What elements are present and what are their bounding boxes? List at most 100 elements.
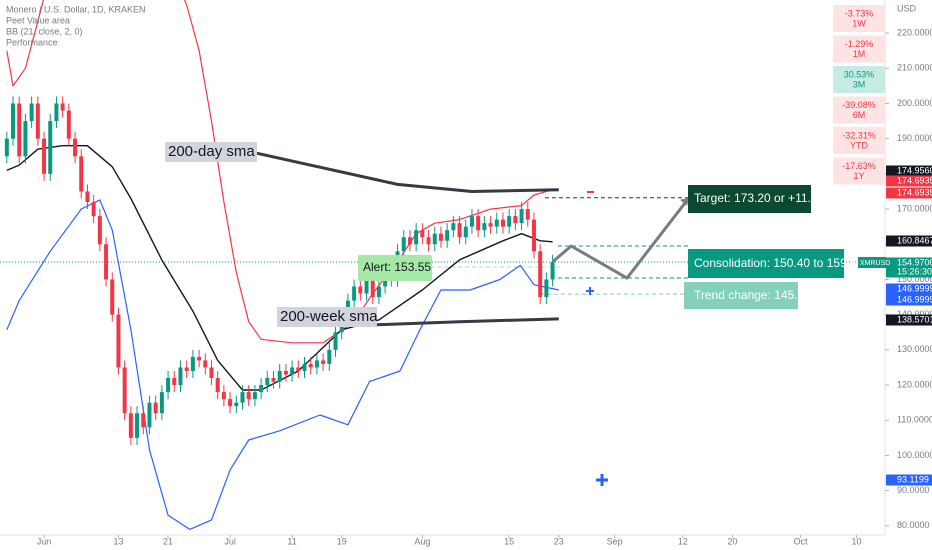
candle-body: [476, 216, 481, 231]
candle-body: [457, 223, 462, 238]
candle-body: [519, 209, 524, 224]
candle-body: [463, 226, 468, 238]
trend-box: [684, 282, 798, 309]
projection: [551, 196, 691, 280]
candle-body: [488, 223, 493, 227]
x-tick-label: Oct: [794, 536, 809, 546]
price-badge-label: 93.1199: [897, 474, 929, 484]
sma-200-day: [254, 151, 559, 193]
price-badge: [886, 187, 932, 199]
y-tick-label: 90.0000: [897, 485, 930, 495]
y-tick-label: 150.0000: [897, 274, 932, 284]
x-tick-label: 15: [504, 536, 514, 546]
countdown: 15:26:30: [897, 266, 932, 276]
candle-body: [197, 356, 202, 361]
candle-body: [352, 286, 357, 301]
candle-body: [445, 230, 450, 241]
candle-body: [494, 219, 499, 227]
price-badge: [886, 294, 932, 306]
candle-body: [85, 191, 90, 203]
price-badge-label: 174.6935: [897, 175, 932, 185]
performance-period: 1M: [853, 49, 866, 59]
candle-body: [240, 392, 245, 403]
price-badge: [886, 175, 932, 187]
candle-body: [54, 103, 59, 122]
candle-body: [550, 261, 555, 280]
y-tick-label: 140.0000: [897, 309, 932, 319]
candle-body: [48, 121, 53, 174]
candle-body: [23, 121, 28, 157]
candle-body: [364, 279, 369, 294]
candle-body: [482, 223, 487, 231]
price-badge: [886, 235, 932, 247]
candle-body: [500, 219, 505, 227]
performance-cell: [833, 157, 885, 185]
candle-body: [290, 367, 295, 375]
candle-body: [420, 230, 425, 238]
candle-body: [302, 363, 307, 371]
candle-body: [531, 219, 536, 252]
candle-body: [234, 402, 239, 407]
candle-body: [172, 378, 177, 386]
candle-body: [246, 392, 251, 400]
arrow-head: [680, 197, 690, 206]
y-tick-label: 170.0000: [897, 203, 932, 213]
candle-body: [104, 244, 109, 280]
performance-cell: [833, 66, 885, 93]
candle-body: [426, 237, 431, 245]
performance-period: 3M: [853, 79, 866, 89]
label-bg: [165, 142, 257, 162]
x-tick-label: Jun: [37, 536, 52, 546]
y-tick-label: 210.0000: [897, 63, 932, 73]
x-tick-label: Aug: [414, 536, 430, 546]
header: Peet Value area: [6, 15, 70, 25]
candle-body: [513, 216, 518, 224]
candle-body: [283, 370, 288, 375]
candle-body: [228, 399, 233, 407]
candle-body: [122, 367, 127, 414]
candle-body: [178, 367, 183, 386]
x-tick-label: Sep: [607, 536, 623, 546]
candle-body: [544, 279, 549, 298]
trend-label: Trend change: 145.85: [694, 288, 811, 302]
candle-body: [190, 356, 195, 371]
candle-body: [203, 360, 208, 368]
symbol-tag: [858, 257, 886, 268]
candle-body: [29, 103, 34, 122]
target-label: Target: 173.20 or +11.8%: [694, 191, 829, 205]
performance-value: -32.31%: [842, 130, 876, 140]
candle-body: [153, 402, 158, 414]
candle-body: [252, 392, 257, 400]
price-badge: [886, 257, 932, 278]
y-tick-label: 120.0000: [897, 379, 932, 389]
candle-body: [265, 378, 270, 386]
y-tick-label: 80.0000: [897, 520, 930, 530]
y-tick-label: 220.0000: [897, 27, 932, 37]
candle-body: [308, 363, 313, 368]
consolidation-label: Consolidation: 150.40 to 159.50: [694, 256, 864, 270]
candle-body: [321, 360, 326, 364]
annotations: 200-day sma 200-week sma Alert: 153.55 T…: [165, 142, 890, 486]
candle-body: [215, 378, 220, 393]
header: BB (21, close, 2, 0): [6, 26, 83, 36]
performance-cell: [833, 127, 885, 154]
performance-value: -39.08%: [842, 100, 876, 110]
performance-value: 30.53%: [844, 69, 875, 79]
price-badge-label: 154.9700: [897, 257, 932, 267]
candle-body: [166, 378, 171, 393]
candle-body: [184, 367, 189, 371]
candle-body: [296, 367, 301, 371]
y-tick-label: 100.0000: [897, 450, 932, 460]
consolidation-box: [688, 249, 844, 278]
price-badge-label: 146.9999: [897, 283, 932, 293]
candle-body: [414, 230, 419, 245]
candle-body: [4, 138, 9, 157]
performance-period: YTD: [850, 140, 869, 150]
performance-period: 1Y: [853, 171, 864, 181]
plus-icon: [596, 474, 608, 486]
candle-body: [370, 279, 375, 298]
candle-body: [116, 314, 121, 368]
price-badge-label: 174.9560: [897, 165, 932, 175]
performance-value: -3.73%: [845, 8, 874, 18]
